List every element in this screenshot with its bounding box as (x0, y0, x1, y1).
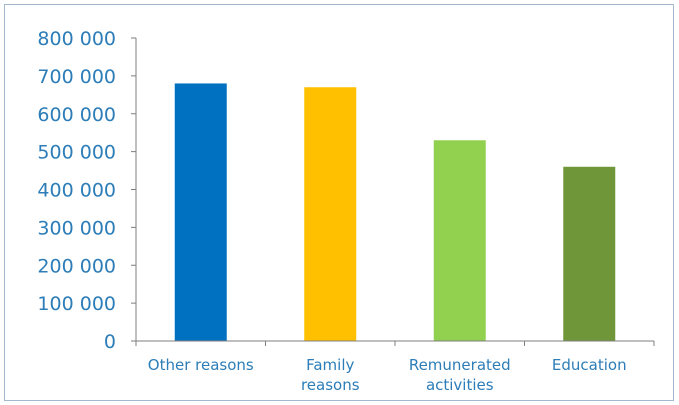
y-tick-label: 500 000 (37, 142, 116, 164)
bar (563, 166, 616, 341)
y-tick-label: 700 000 (37, 66, 116, 88)
bars (174, 83, 616, 341)
axes (135, 38, 655, 346)
bar (304, 87, 357, 341)
y-tick-label: 600 000 (37, 104, 116, 126)
x-axis-labels: Other reasons Family reasons Remunerated act… (148, 356, 627, 394)
y-axis-ticks: 0 100 000 200 000 300 000 400 000 500 000 600 … (37, 28, 136, 353)
y-tick-label: 200 000 (37, 255, 116, 277)
x-tick-label: activities (426, 376, 494, 394)
y-tick-label: 300 000 (37, 217, 116, 239)
x-tick-label: Family (306, 356, 354, 374)
y-tick-label: 100 000 (37, 293, 116, 315)
y-tick-label: 0 (104, 331, 116, 353)
y-tick-label: 400 000 (37, 180, 116, 202)
x-tick-label: Other reasons (148, 356, 254, 374)
y-tick-label: 800 000 (37, 28, 116, 50)
bar (174, 83, 227, 341)
bar (433, 140, 486, 341)
x-tick-label: reasons (301, 376, 360, 394)
x-tick-label: Education (552, 356, 627, 374)
x-tick-label: Remunerated (409, 356, 511, 374)
